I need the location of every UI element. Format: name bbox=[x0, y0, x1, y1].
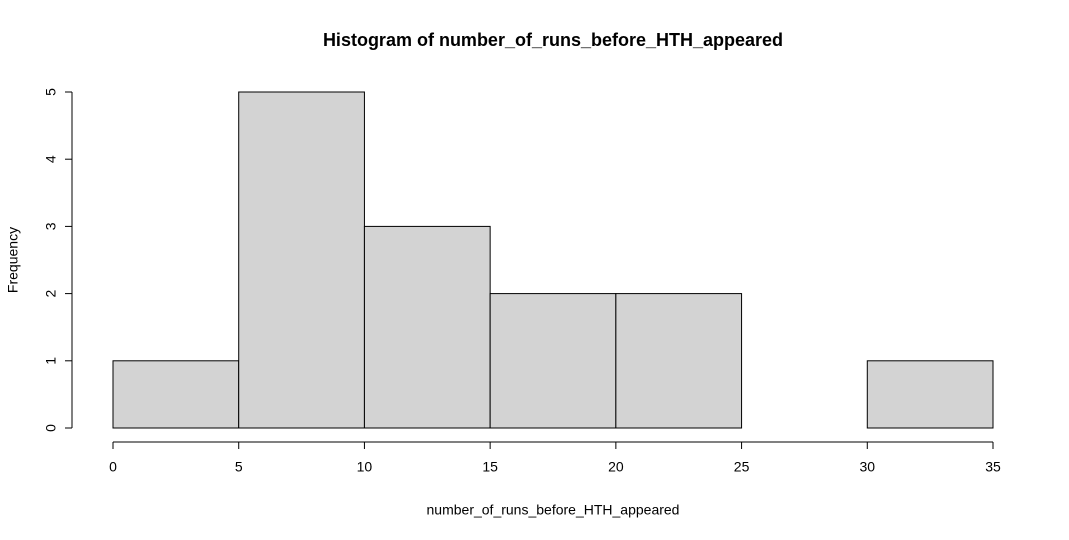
y-tick-label: 2 bbox=[43, 289, 59, 297]
bar bbox=[363, 225, 491, 429]
x-tick-label: 10 bbox=[357, 459, 373, 475]
x-tick-label: 25 bbox=[734, 459, 750, 475]
x-tick-label: 35 bbox=[985, 459, 1001, 475]
y-tick-label: 5 bbox=[43, 88, 59, 96]
y-tick-label: 1 bbox=[43, 357, 59, 365]
x-tick-label: 15 bbox=[482, 459, 498, 475]
y-tick-label: 3 bbox=[43, 222, 59, 230]
bar bbox=[238, 91, 365, 429]
bar bbox=[866, 360, 994, 429]
y-axis-label: Frequency bbox=[5, 227, 21, 293]
y-tick-label: 4 bbox=[43, 155, 59, 163]
bar bbox=[112, 360, 240, 429]
bar bbox=[615, 293, 743, 429]
y-tick-label: 0 bbox=[43, 424, 59, 432]
x-tick-label: 20 bbox=[608, 459, 624, 475]
x-tick-label: 5 bbox=[235, 459, 243, 475]
bar bbox=[489, 293, 617, 429]
chart-title: Histogram of number_of_runs_before_HTH_a… bbox=[323, 30, 783, 50]
x-tick-label: 0 bbox=[109, 459, 117, 475]
x-tick-label: 30 bbox=[859, 459, 875, 475]
x-axis-label: number_of_runs_before_HTH_appeared bbox=[427, 502, 680, 518]
